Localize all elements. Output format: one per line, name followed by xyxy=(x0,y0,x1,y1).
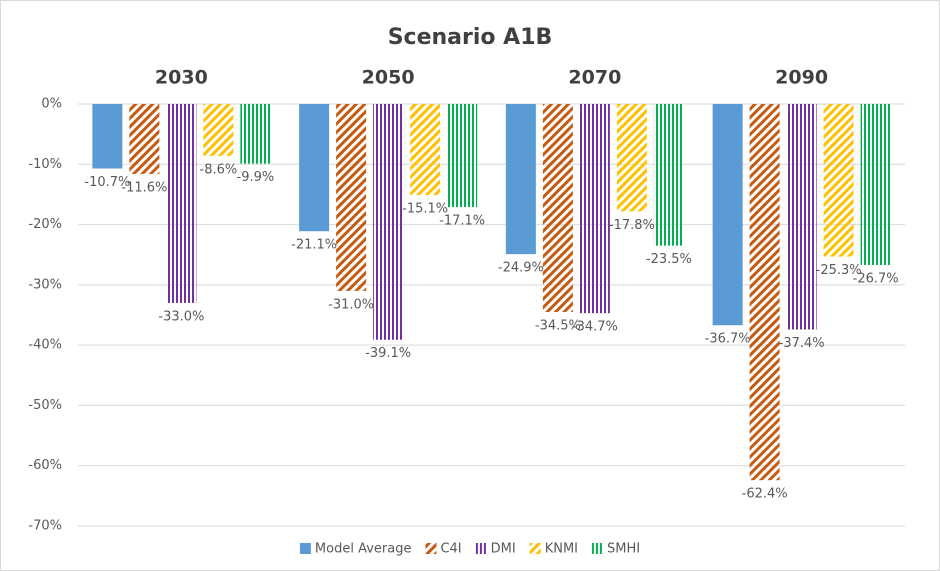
value-label: -9.9% xyxy=(237,170,275,185)
bar xyxy=(373,104,404,340)
y-tick-label: -50% xyxy=(28,398,62,413)
y-tick-label: -20% xyxy=(28,217,62,232)
value-label: -36.7% xyxy=(705,332,751,347)
y-tick-label: -40% xyxy=(28,338,62,353)
y-tick-label: -10% xyxy=(28,157,62,172)
category-label: 2030 xyxy=(155,67,208,89)
legend-swatch xyxy=(475,543,487,554)
value-label: -17.1% xyxy=(439,214,485,229)
bar xyxy=(579,104,610,314)
chart-title: Scenario A1B xyxy=(388,25,553,50)
value-label: -17.8% xyxy=(609,218,655,233)
legend-label: DMI xyxy=(491,542,516,557)
value-label: -62.4% xyxy=(742,487,788,502)
value-label: -25.3% xyxy=(816,263,862,278)
bar xyxy=(299,104,330,232)
bar xyxy=(860,104,891,265)
value-label: -34.5% xyxy=(535,318,581,333)
bar xyxy=(447,104,478,208)
bar xyxy=(166,104,197,303)
y-tick-label: -70% xyxy=(28,519,62,534)
legend-label: SMHI xyxy=(607,542,640,557)
legend-label: C4I xyxy=(440,542,461,557)
bar xyxy=(786,104,817,330)
bar xyxy=(653,104,684,246)
value-label: -24.9% xyxy=(498,261,544,276)
category-label: 2050 xyxy=(362,67,415,89)
bar xyxy=(240,104,271,164)
bar xyxy=(203,104,234,156)
bar xyxy=(616,104,647,212)
value-label: -11.6% xyxy=(121,180,167,195)
y-tick-label: -60% xyxy=(28,458,62,473)
bar xyxy=(542,104,573,312)
value-label: -15.1% xyxy=(402,202,448,217)
value-label: -31.0% xyxy=(328,297,374,312)
bar xyxy=(92,104,123,169)
bar xyxy=(410,104,441,196)
category-label: 2070 xyxy=(568,67,621,89)
y-tick-label: -30% xyxy=(28,277,62,292)
legend-swatch xyxy=(529,543,541,554)
legend-swatch xyxy=(592,543,604,554)
value-label: -26.7% xyxy=(853,271,899,286)
value-label: -10.7% xyxy=(84,175,130,190)
legend-swatch xyxy=(425,543,437,554)
legend-label: Model Average xyxy=(315,542,412,557)
bar xyxy=(336,104,367,291)
bar xyxy=(712,104,743,326)
legend-label: KNMI xyxy=(545,542,578,557)
y-tick-label: 0% xyxy=(41,97,62,112)
category-label: 2090 xyxy=(775,67,828,89)
value-label: -37.4% xyxy=(779,336,825,351)
value-label: -39.1% xyxy=(365,346,411,361)
bar xyxy=(129,104,160,174)
value-label: -33.0% xyxy=(158,309,204,324)
legend-swatch xyxy=(299,543,311,554)
value-label: -21.1% xyxy=(291,238,337,253)
bar xyxy=(505,104,536,255)
value-label: -8.6% xyxy=(200,162,238,177)
bar xyxy=(749,104,780,481)
legend: Model Average C4I DMI KNMI SMHI xyxy=(299,542,640,557)
value-label: -34.7% xyxy=(572,320,618,335)
bar xyxy=(823,104,854,257)
value-label: -23.5% xyxy=(646,252,692,267)
